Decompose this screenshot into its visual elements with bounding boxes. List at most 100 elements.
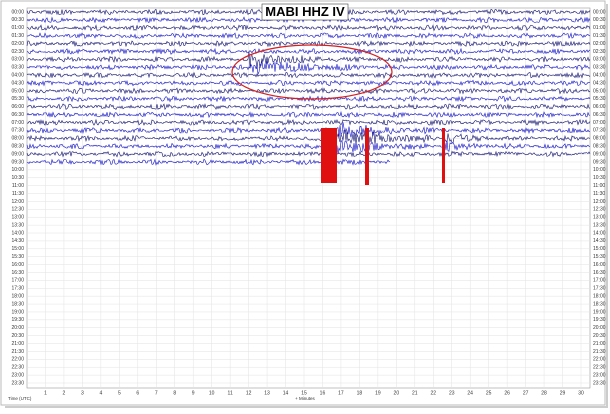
minute-label: 13 (264, 390, 270, 396)
row-label: 08:00 (11, 136, 24, 142)
row-label: 11:00 (12, 183, 24, 189)
trace (26, 150, 591, 158)
row-label: 20:30 (11, 333, 24, 339)
minute-label: 28 (541, 390, 547, 396)
row-label: 07:30 (11, 128, 24, 134)
row-label-right: 09:30 (593, 159, 606, 165)
row-label-right: 07:30 (593, 128, 606, 134)
row-label: 16:00 (11, 262, 24, 268)
minute-label: 21 (412, 390, 418, 396)
row-label: 12:00 (11, 199, 24, 205)
row-label-right: 06:30 (593, 112, 606, 118)
row-label-right: 14:00 (593, 230, 606, 236)
row-label-right: 23:30 (593, 380, 606, 386)
minute-label: 29 (560, 390, 566, 396)
row-label: 15:00 (11, 246, 24, 252)
row-label-right: 04:30 (593, 80, 606, 86)
trace (26, 60, 591, 76)
row-label: 00:30 (11, 17, 24, 23)
row-label: 17:30 (11, 286, 24, 292)
minute-label: 22 (430, 390, 436, 396)
row-label-right: 04:00 (593, 72, 606, 78)
row-label: 13:00 (11, 215, 24, 221)
row-label-right: 20:30 (593, 333, 606, 339)
row-label-right: 15:00 (593, 246, 606, 252)
event-clip (442, 128, 445, 183)
row-label: 06:00 (11, 104, 24, 110)
row-label-right: 00:00 (593, 9, 606, 15)
trace (26, 40, 591, 48)
trace (26, 47, 591, 55)
row-label-right: 16:00 (593, 262, 606, 268)
minute-label: 4 (99, 390, 102, 396)
row-label: 12:30 (11, 207, 24, 213)
minute-label: 11 (228, 390, 233, 396)
row-label-right: 11:00 (593, 183, 605, 189)
row-label: 04:00 (11, 72, 24, 78)
minute-label: 19 (375, 390, 381, 396)
row-label-right: 20:00 (593, 325, 606, 331)
row-label-right: 07:00 (593, 120, 606, 126)
row-label-right: 10:00 (593, 167, 606, 173)
row-label-right: 03:30 (593, 65, 606, 71)
minute-label: 10 (209, 390, 215, 396)
row-label: 10:00 (11, 167, 24, 173)
row-label: 23:30 (11, 380, 24, 386)
row-label-right: 18:00 (593, 293, 606, 299)
row-label: 01:30 (11, 33, 24, 39)
row-label-right: 06:00 (593, 104, 606, 110)
row-label-right: 02:00 (593, 41, 606, 47)
row-label-right: 18:30 (593, 301, 606, 307)
row-label: 02:00 (11, 41, 24, 47)
minute-label: 20 (394, 390, 400, 396)
row-label: 14:30 (11, 238, 24, 244)
minute-label: 12 (246, 390, 252, 396)
row-label: 01:00 (11, 25, 24, 31)
row-label: 10:30 (11, 175, 24, 181)
row-label-right: 19:30 (593, 317, 606, 323)
minute-label: 2 (63, 390, 66, 396)
minute-label: 16 (320, 390, 326, 396)
row-label: 13:30 (11, 222, 24, 228)
highlight-ellipse (231, 44, 393, 100)
row-label: 11:30 (12, 191, 24, 197)
row-label-right: 12:00 (593, 199, 606, 205)
row-label: 20:00 (11, 325, 24, 331)
row-label-right: 23:00 (593, 372, 606, 378)
trace (26, 87, 591, 95)
row-label-right: 11:30 (593, 191, 605, 197)
row-label: 18:30 (11, 301, 24, 307)
minute-label: 24 (467, 390, 473, 396)
row-label: 04:30 (11, 80, 24, 86)
minute-label: 9 (192, 390, 195, 396)
row-label-right: 09:00 (593, 151, 606, 157)
minute-label: 26 (504, 390, 510, 396)
row-label: 19:30 (11, 317, 24, 323)
trace (26, 118, 591, 127)
row-label-right: 17:00 (593, 278, 606, 284)
trace (26, 130, 591, 145)
row-label-right: 01:00 (593, 25, 606, 31)
minute-label: 14 (283, 390, 289, 396)
row-label: 02:30 (11, 49, 24, 55)
row-label-right: 17:30 (593, 286, 606, 292)
row-label: 15:30 (11, 254, 24, 260)
trace (26, 71, 591, 79)
title: MABI HHZ IV (265, 4, 345, 19)
row-label: 17:00 (11, 278, 24, 284)
row-label-right: 22:30 (593, 365, 606, 371)
trace (26, 79, 591, 87)
row-label: 23:00 (11, 372, 24, 378)
minute-label: 30 (578, 390, 584, 396)
row-label: 21:00 (11, 341, 24, 347)
row-label-right: 12:30 (593, 207, 606, 213)
row-label: 16:30 (11, 270, 24, 276)
minute-label: 7 (155, 390, 158, 396)
row-label: 22:30 (11, 365, 24, 371)
row-label: 07:00 (11, 120, 24, 126)
trace (26, 24, 591, 32)
trace (26, 51, 591, 69)
row-label-right: 03:00 (593, 57, 606, 63)
row-label: 09:30 (11, 159, 24, 165)
row-label: 05:30 (11, 96, 24, 102)
